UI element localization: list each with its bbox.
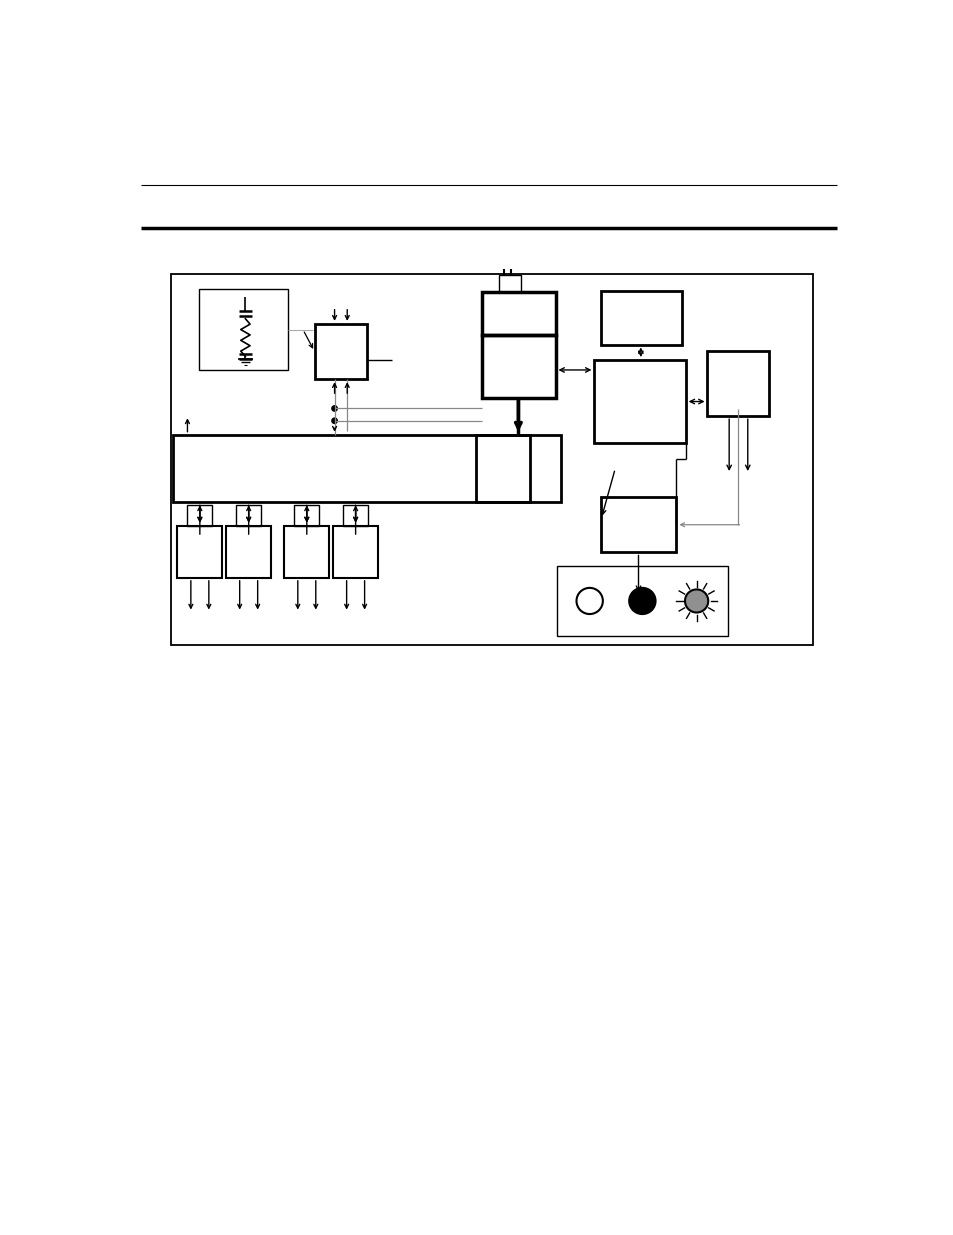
Circle shape — [629, 588, 655, 614]
Bar — [284, 526, 329, 578]
Bar — [177, 526, 222, 578]
Circle shape — [576, 588, 602, 614]
Bar — [171, 274, 812, 645]
Circle shape — [332, 419, 337, 424]
Bar — [343, 505, 368, 526]
Bar — [594, 359, 685, 443]
Bar — [333, 526, 377, 578]
Bar — [498, 275, 520, 293]
Circle shape — [332, 406, 337, 411]
Bar — [557, 567, 727, 636]
Bar — [707, 351, 769, 416]
Bar — [481, 293, 555, 335]
Bar — [599, 290, 681, 345]
Bar — [236, 505, 261, 526]
Bar — [226, 526, 271, 578]
Bar — [199, 289, 288, 370]
Bar — [173, 435, 530, 503]
Bar — [476, 435, 560, 503]
Bar — [294, 505, 319, 526]
Bar — [481, 335, 555, 398]
Circle shape — [684, 589, 707, 613]
Bar — [600, 496, 676, 552]
Bar — [314, 324, 367, 379]
Bar — [187, 505, 212, 526]
